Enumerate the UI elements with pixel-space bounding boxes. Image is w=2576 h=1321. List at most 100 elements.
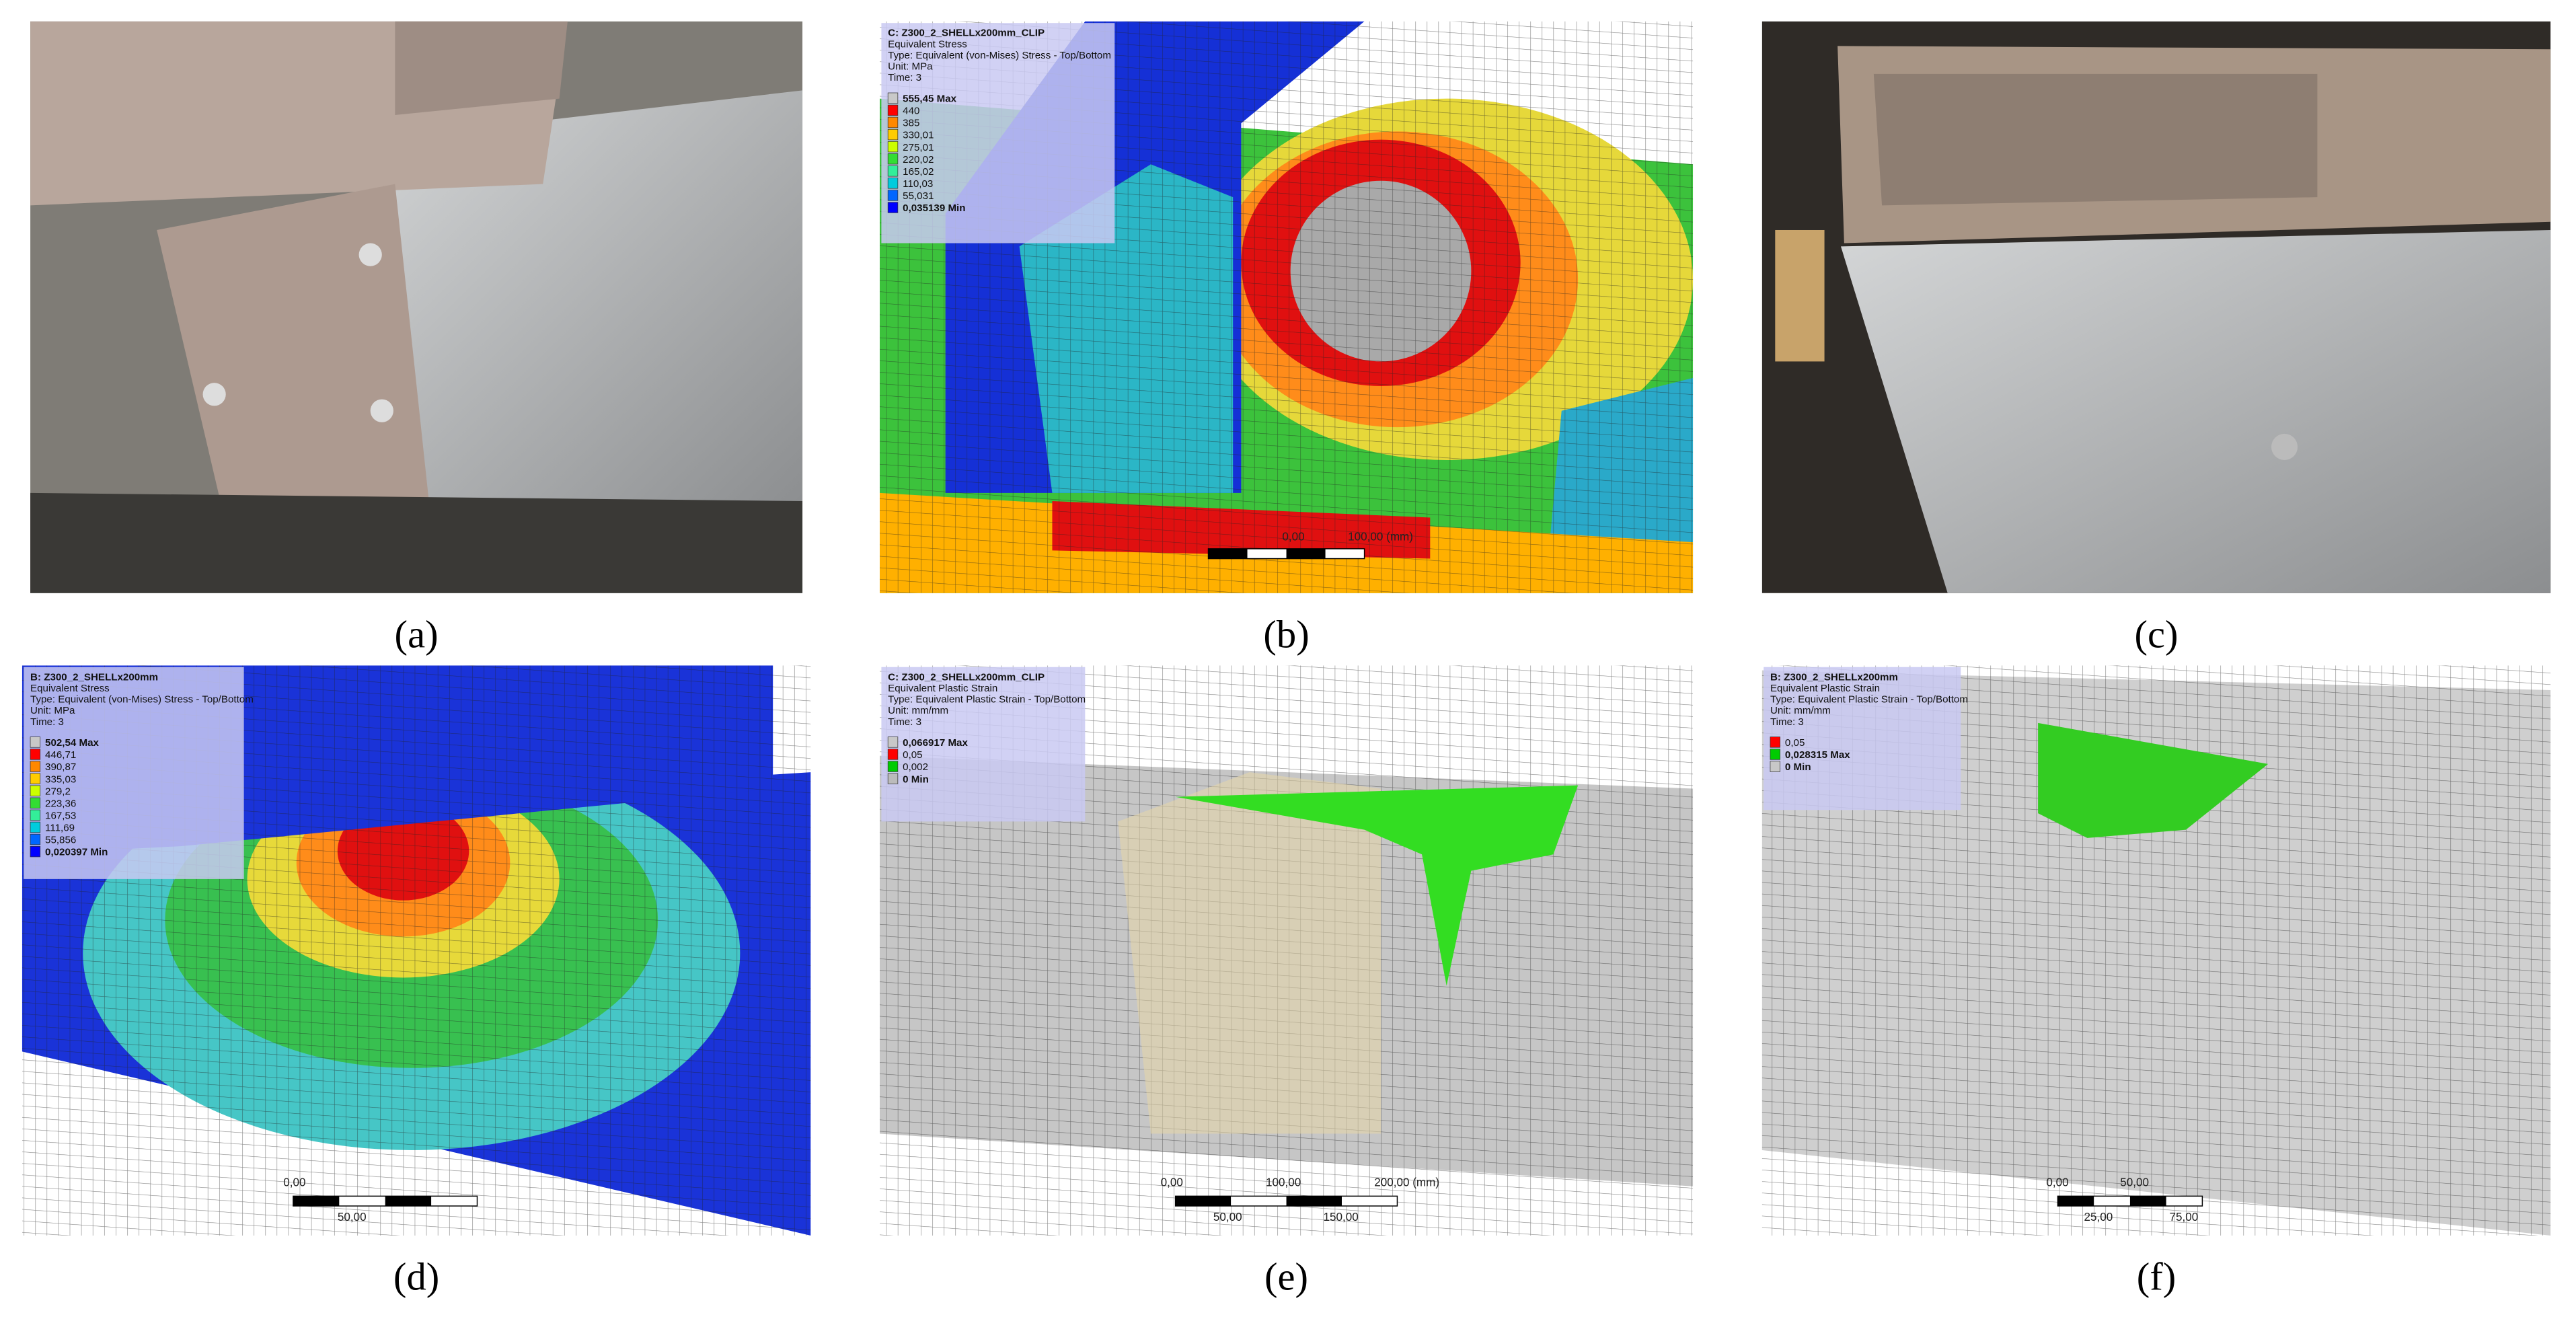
scale-bar-seg — [293, 1196, 340, 1207]
legend-header: Equivalent Plastic Strain — [1770, 683, 1880, 694]
legend-label: 0,05 — [1785, 737, 1805, 749]
legend-label: 0 Min — [1785, 761, 1811, 773]
scale-bar-seg — [2129, 1196, 2166, 1207]
shape — [1873, 73, 2318, 206]
legend-label: 0,020397 Min — [45, 847, 108, 858]
legend-label: 111,69 — [45, 823, 75, 834]
legend-swatch — [30, 761, 41, 772]
legend-label: 0,035139 Min — [903, 202, 965, 214]
legend-swatch — [887, 749, 899, 760]
scale-label: 0,00 — [1161, 1176, 1183, 1189]
scale-label: 25,00 — [2084, 1211, 2113, 1223]
legend-swatch — [887, 141, 899, 153]
legend-label: 502,54 Max — [45, 737, 99, 749]
legend-label: 335,03 — [45, 773, 76, 785]
shape — [395, 21, 568, 115]
bolt — [2271, 433, 2298, 460]
scale-label: 100,00 (mm) — [1348, 531, 1413, 543]
scale-label: 100,00 — [1266, 1176, 1301, 1189]
legend-swatch — [30, 773, 41, 784]
bolt — [358, 243, 382, 266]
scale-label: 75,00 — [2170, 1211, 2199, 1223]
legend-swatch — [30, 797, 41, 808]
legend-label: 165,02 — [903, 166, 934, 178]
panel-caption: (d) — [393, 1255, 439, 1299]
legend-header: Time: 3 — [888, 72, 921, 83]
legend-header: B: Z300_2_SHELLx200mm — [1770, 671, 1898, 683]
legend-label: 555,45 Max — [903, 93, 956, 104]
legend-header: Time: 3 — [888, 716, 921, 728]
legend-label: 390,87 — [45, 761, 76, 773]
legend-header: Equivalent Plastic Strain — [888, 683, 997, 694]
legend-swatch — [1770, 737, 1780, 748]
legend-swatch — [887, 178, 899, 189]
legend-label: 279,2 — [45, 786, 71, 797]
legend-label: 0 Min — [903, 773, 929, 785]
shape — [2038, 722, 2269, 838]
legend-swatch — [30, 749, 41, 760]
legend-swatch — [887, 92, 899, 104]
legend-header: Type: Equivalent Plastic Strain - Top/Bo… — [888, 694, 1086, 706]
scale-label: 0,00 — [2046, 1176, 2068, 1189]
legend-swatch — [30, 845, 41, 858]
legend-label: 385 — [903, 118, 919, 129]
legend-box — [881, 667, 1086, 822]
legend-label: 0,028315 Max — [1785, 749, 1850, 761]
panel-caption: (f) — [2137, 1255, 2176, 1299]
scale-bar-seg — [1286, 1196, 1342, 1207]
legend-header: C: Z300_2_SHELLx200mm_CLIP — [888, 671, 1045, 683]
legend-label: 220,02 — [903, 154, 934, 165]
shape — [378, 90, 803, 510]
scale-bar-seg — [385, 1196, 432, 1207]
legend-swatch — [887, 116, 899, 128]
legend-swatch — [887, 737, 899, 748]
scale-label: 200,00 (mm) — [1374, 1176, 1439, 1189]
legend-box — [881, 23, 1115, 243]
panel-caption: (e) — [1264, 1255, 1308, 1299]
legend-label: 330,01 — [903, 130, 934, 141]
legend-label: 110,03 — [903, 178, 933, 190]
legend-header: B: Z300_2_SHELLx200mm — [30, 671, 158, 683]
legend-label: 55,031 — [903, 190, 934, 202]
legend-swatch — [887, 104, 899, 116]
legend-swatch — [30, 833, 41, 845]
legend-swatch — [30, 737, 41, 748]
legend-label: 0,05 — [903, 749, 922, 761]
scale-label: 150,00 — [1324, 1211, 1359, 1223]
legend-header: Unit: MPa — [888, 61, 933, 73]
shape — [157, 184, 432, 546]
legend-header: Type: Equivalent (von-Mises) Stress - To… — [30, 694, 254, 706]
scale-bar-seg — [1286, 548, 1326, 559]
legend-header: Equivalent Stress — [888, 38, 967, 50]
legend-swatch — [887, 773, 899, 784]
scale-label: 50,00 — [338, 1211, 367, 1223]
legend-header: Type: Equivalent (von-Mises) Stress - To… — [888, 50, 1111, 61]
scale-label: 50,00 — [1213, 1211, 1242, 1223]
legend-swatch — [1770, 761, 1780, 772]
legend-swatch — [887, 202, 899, 213]
legend-header: Type: Equivalent Plastic Strain - Top/Bo… — [1770, 694, 1968, 706]
legend-header: Unit: mm/mm — [1770, 705, 1831, 716]
support — [1775, 229, 1825, 362]
shape — [1175, 785, 1579, 986]
scale-label: 50,00 — [2120, 1176, 2149, 1189]
legend-header: Unit: MPa — [30, 705, 75, 716]
bolt — [370, 399, 393, 422]
legend-swatch — [30, 785, 41, 796]
bolt — [202, 383, 226, 406]
legend-label: 0,002 — [903, 761, 928, 773]
legend-label: 275,01 — [903, 142, 934, 153]
shape — [1840, 229, 2551, 593]
legend-header: Time: 3 — [1770, 716, 1804, 728]
panel-caption: (a) — [395, 612, 439, 656]
scale-bar-seg — [2057, 1196, 2094, 1207]
scale-label: 0,00 — [283, 1176, 305, 1189]
legend-swatch — [887, 153, 899, 165]
legend-swatch — [887, 128, 899, 141]
